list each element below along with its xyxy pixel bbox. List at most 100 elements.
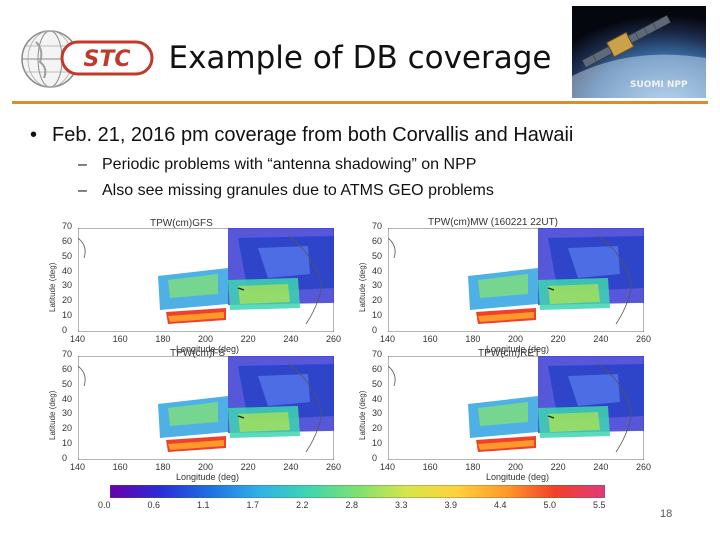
y-tick-label: 30 <box>372 408 383 419</box>
satellite-image <box>572 6 706 98</box>
x-tick-label: 200 <box>508 462 524 472</box>
y-tick-label: 70 <box>62 349 73 359</box>
x-axis-label: Longitude (deg) <box>176 344 240 354</box>
y-tick-label: 60 <box>372 363 383 374</box>
y-tick-label: 70 <box>62 221 73 231</box>
colorbar-tick-label: 2.8 <box>345 500 359 510</box>
colorbar-ticks: 0.0 0.6 1.1 1.7 2.2 2.8 3.3 3.9 4.4 5.0 5.5 <box>90 500 630 512</box>
x-tick-label: 140 <box>70 334 86 344</box>
map-panel-title: TPW(cm)GFS <box>150 218 213 229</box>
y-tick-label: 60 <box>372 235 383 246</box>
y-tick-label: 70 <box>372 221 383 231</box>
y-tick-label: 0 <box>62 325 68 335</box>
y-tick-label: 10 <box>62 310 73 321</box>
y-tick-label: 60 <box>62 235 73 246</box>
satellite-label: SUOMI NPP <box>630 80 688 90</box>
colorbar-tick-label: 3.3 <box>395 500 408 510</box>
x-tick-label: 140 <box>70 462 86 472</box>
x-tick-label: 220 <box>240 334 256 344</box>
sub-bullet: – Also see missing granules due to ATMS G… <box>78 182 494 200</box>
tpw-map-panel <box>78 356 334 460</box>
dash-icon: – <box>78 182 87 199</box>
colorbar-tick-label: 4.4 <box>494 500 507 510</box>
x-tick-label: 220 <box>550 334 566 344</box>
y-tick-label: 10 <box>372 438 383 449</box>
x-tick-label: 180 <box>465 462 481 472</box>
y-tick-label: 50 <box>62 250 73 261</box>
y-tick-label: 70 <box>372 349 383 359</box>
colorbar-tick-label: 5.5 <box>593 500 606 510</box>
map-panel-title: TPW(cm)RET <box>478 348 541 359</box>
y-tick-label: 60 <box>62 363 73 374</box>
y-tick-label: 50 <box>372 378 383 389</box>
y-tick-label: 20 <box>372 423 383 434</box>
y-tick-label: 20 <box>372 295 383 306</box>
x-tick-label: 260 <box>636 334 652 344</box>
bullet-dot-icon: • <box>30 124 38 146</box>
colorbar-tick-label: 3.9 <box>444 500 458 510</box>
x-tick-label: 160 <box>422 462 438 472</box>
slide-title: Example of DB coverage <box>168 40 552 76</box>
map-panel-title: TPW(cm)MW (160221 22UT) <box>428 217 559 228</box>
y-tick-label: 40 <box>62 393 73 404</box>
x-tick-label: 180 <box>155 334 171 344</box>
x-tick-label: 160 <box>422 334 438 344</box>
y-tick-label: 30 <box>372 280 383 291</box>
x-tick-label: 240 <box>283 462 299 472</box>
sub-bullet-text: Periodic problems with “antenna shadowin… <box>102 156 477 173</box>
y-tick-label: 0 <box>62 453 68 463</box>
colorbar-tick-label: 0.0 <box>98 500 111 510</box>
map-panel-title: TPW(cm)FS <box>170 348 225 359</box>
colorbar-tick-label: 1.7 <box>246 500 260 510</box>
x-tick-label: 200 <box>508 334 524 344</box>
y-axis-label: Latitude (deg) <box>358 390 367 440</box>
header-divider <box>12 101 708 104</box>
y-tick-label: 10 <box>62 438 73 449</box>
x-tick-label: 240 <box>283 334 299 344</box>
tpw-map-panel <box>388 228 644 332</box>
y-tick-label: 0 <box>372 325 378 335</box>
x-tick-label: 240 <box>593 462 609 472</box>
x-axis-label: Longitude (deg) <box>486 344 550 354</box>
x-tick-label: 160 <box>112 334 128 344</box>
x-tick-label: 140 <box>380 462 396 472</box>
colorbar-tick-label: 0.6 <box>147 500 161 510</box>
x-tick-label: 180 <box>155 462 171 472</box>
x-tick-label: 260 <box>326 334 342 344</box>
x-tick-label: 240 <box>593 334 609 344</box>
x-axis-label: Longitude (deg) <box>486 472 550 482</box>
stc-globe-logo-icon: STC <box>21 30 154 88</box>
y-tick-label: 40 <box>372 265 383 276</box>
y-axis-label: Latitude (deg) <box>48 262 57 312</box>
main-bullet: • Feb. 21, 2016 pm coverage from both Cor… <box>30 124 573 147</box>
x-tick-label: 220 <box>550 462 566 472</box>
x-tick-label: 160 <box>112 462 128 472</box>
y-axis-label: Latitude (deg) <box>48 390 57 440</box>
logo-text: STC <box>84 47 131 72</box>
x-tick-label: 140 <box>380 334 396 344</box>
tpw-map-panel <box>78 228 334 332</box>
sub-bullet-text: Also see missing granules due to ATMS GE… <box>102 182 494 199</box>
y-tick-label: 30 <box>62 280 73 291</box>
y-tick-label: 50 <box>62 378 73 389</box>
colorbar-tick-label: 1.1 <box>197 500 210 510</box>
x-tick-label: 180 <box>465 334 481 344</box>
x-tick-label: 260 <box>326 462 342 472</box>
colorbar <box>110 485 605 498</box>
x-tick-label: 220 <box>240 462 256 472</box>
y-axis-label: Latitude (deg) <box>358 262 367 312</box>
x-tick-label: 200 <box>198 462 214 472</box>
colorbar-tick-label: 2.2 <box>296 500 309 510</box>
x-tick-label: 260 <box>636 462 652 472</box>
tpw-map-panel <box>388 356 644 460</box>
y-tick-label: 30 <box>62 408 73 419</box>
x-tick-label: 200 <box>198 334 214 344</box>
y-tick-label: 50 <box>372 250 383 261</box>
page-number: 18 <box>660 508 673 520</box>
y-tick-label: 10 <box>372 310 383 321</box>
main-bullet-text: Feb. 21, 2016 pm coverage from both Corv… <box>52 124 574 146</box>
dash-icon: – <box>78 156 87 173</box>
x-axis-label: Longitude (deg) <box>176 472 240 482</box>
sub-bullet: – Periodic problems with “antenna shadowi… <box>78 156 476 174</box>
